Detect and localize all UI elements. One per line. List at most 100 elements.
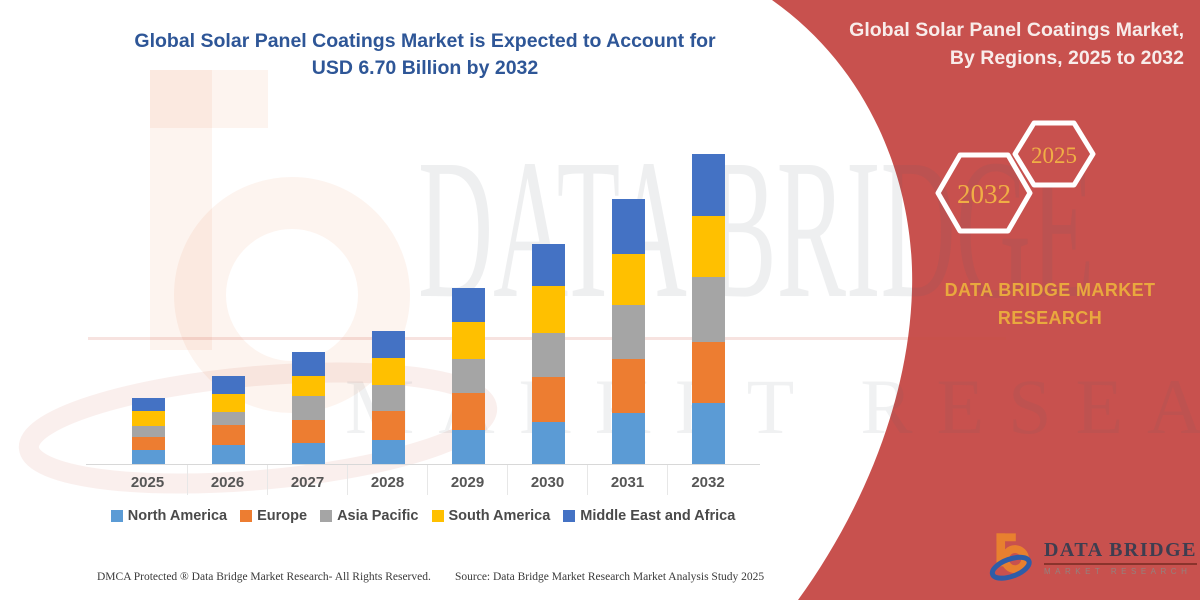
banner-title-line1: Global Solar Panel Coatings Market, [849,19,1184,41]
legend-item-north-america: North America [110,508,228,524]
chart-legend: North America Europe Asia Pacific South Ame… [85,508,761,524]
bar-column-2027 [268,351,348,464]
stacked-bar-2027 [291,351,325,464]
x-axis-labels: 2025 2026 2027 2028 2029 2030 2031 2032 [108,465,748,495]
bar-segment-2026-north-america [211,445,245,464]
bar-segment-2027-asia-pacific [291,396,325,421]
bar-segment-2025-south-america [131,411,165,427]
brand-wordmark: DATA BRIDGE MARKET RESEARCH [930,277,1170,333]
x-axis-label-2030: 2030 [508,465,588,495]
bar-segment-2029-europe [451,393,485,431]
bar-column-2032 [668,153,748,464]
x-axis-label-2032: 2032 [691,474,725,491]
legend-swatch-icon [431,510,444,522]
bar-segment-2032-north-america [691,402,725,464]
bar-segment-2028-north-america [371,439,405,464]
x-axis-label-2031: 2031 [588,465,668,495]
bar-segment-2026-europe [211,425,245,445]
bar-segment-2030-south-america [531,285,565,333]
x-axis-label-2029: 2029 [428,465,508,495]
x-axis-label-2026: 2026 [188,465,268,495]
hexagon-2025-icon [1012,120,1096,188]
legend-label: North America [127,508,228,524]
footer-copyright: DMCA Protected ® Data Bridge Market Rese… [97,571,431,583]
bar-segment-2032-asia-pacific [691,277,725,342]
bar-column-2025 [108,398,188,464]
stacked-bar-2032 [691,153,725,464]
bar-segment-2030-asia-pacific [531,332,565,378]
bar-segment-2027-middle-east-and-africa [291,351,325,376]
bar-segment-2030-middle-east-and-africa [531,244,565,286]
stacked-bar-2031 [611,199,645,464]
bar-segment-2031-europe [611,358,645,414]
bar-segment-2031-asia-pacific [611,304,645,359]
stacked-bar-2025 [131,398,165,464]
bar-segment-2029-north-america [451,430,485,464]
bar-segment-2028-south-america [371,357,405,386]
legend-label: Asia Pacific [337,508,419,524]
legend-item-south-america: South America [431,508,551,524]
legend-item-middle-east-and-africa: Middle East and Africa [563,508,735,524]
bar-segment-2032-middle-east-and-africa [691,153,725,216]
bar-chart-plot-area [108,152,748,464]
brand-line1: DATA BRIDGE MARKET [944,280,1156,300]
bar-segment-2029-asia-pacific [451,358,485,394]
legend-item-europe: Europe [240,508,307,524]
company-logo: DATA BRIDGE MARKET RESEARCH [985,520,1197,594]
legend-item-asia-pacific: Asia Pacific [320,508,419,524]
banner-title: Global Solar Panel Coatings Market, By R… [764,16,1184,73]
data-bridge-b-icon [989,533,1032,581]
x-axis-label-2027: 2027 [268,465,348,495]
bar-segment-2026-south-america [211,394,245,413]
chart-title-line2: USD 6.70 Billion by 2032 [311,57,539,80]
stacked-bar-2029 [451,287,485,464]
chart-title-line1: Global Solar Panel Coatings Market is Ex… [134,30,716,52]
bar-column-2026 [188,375,268,464]
stacked-bar-2030 [531,244,565,464]
bar-segment-2029-south-america [451,321,485,359]
legend-label: Middle East and Africa [580,508,736,524]
bar-segment-2030-europe [531,377,565,423]
bar-segment-2025-north-america [131,450,165,464]
hexagon-2032-icon [935,152,1033,234]
chart-title: Global Solar Panel Coatings Market is Ex… [85,28,765,83]
bar-column-2031 [588,199,668,464]
x-axis-label-2025: 2025 [108,465,188,495]
brand-line2: RESEARCH [997,307,1103,328]
stacked-bar-2028 [371,330,405,464]
logo-rule [1043,562,1197,565]
bar-segment-2025-middle-east-and-africa [131,398,165,412]
bar-segment-2031-south-america [611,253,645,305]
x-axis-label-2028: 2028 [348,465,428,495]
bar-segment-2026-asia-pacific [211,412,245,426]
legend-label: South America [448,508,551,524]
bar-segment-2025-asia-pacific [131,426,165,438]
bar-segment-2027-south-america [291,375,325,397]
bar-segment-2029-middle-east-and-africa [451,287,485,322]
stacked-bar-2026 [211,375,245,464]
legend-swatch-icon [110,510,123,522]
data-bridge-logo-watermark [18,70,498,494]
bar-segment-2027-europe [291,420,325,444]
bar-segment-2028-europe [371,411,405,440]
bar-segment-2026-middle-east-and-africa [211,375,245,395]
bar-segment-2027-north-america [291,443,325,464]
legend-label: Europe [257,508,308,524]
year-hexagons: 2032 2025 [935,120,1096,234]
logo-text: DATA BRIDGE MARKET RESEARCH [1043,539,1197,576]
bar-segment-2032-south-america [691,215,725,278]
legend-swatch-icon [240,510,253,522]
bar-column-2030 [508,244,588,464]
hexagon-2032-label: 2032 [957,179,1011,209]
bar-segment-2025-europe [131,437,165,451]
legend-swatch-icon [563,510,576,522]
banner-title-line2: By Regions, 2025 to 2032 [949,47,1184,70]
bar-segment-2031-north-america [611,413,645,464]
bar-segment-2032-europe [691,341,725,403]
bar-column-2029 [428,287,508,464]
bar-segment-2028-middle-east-and-africa [371,330,405,358]
bar-segment-2028-asia-pacific [371,385,405,412]
legend-swatch-icon [320,510,333,522]
hexagon-2025-label: 2025 [1031,143,1077,168]
